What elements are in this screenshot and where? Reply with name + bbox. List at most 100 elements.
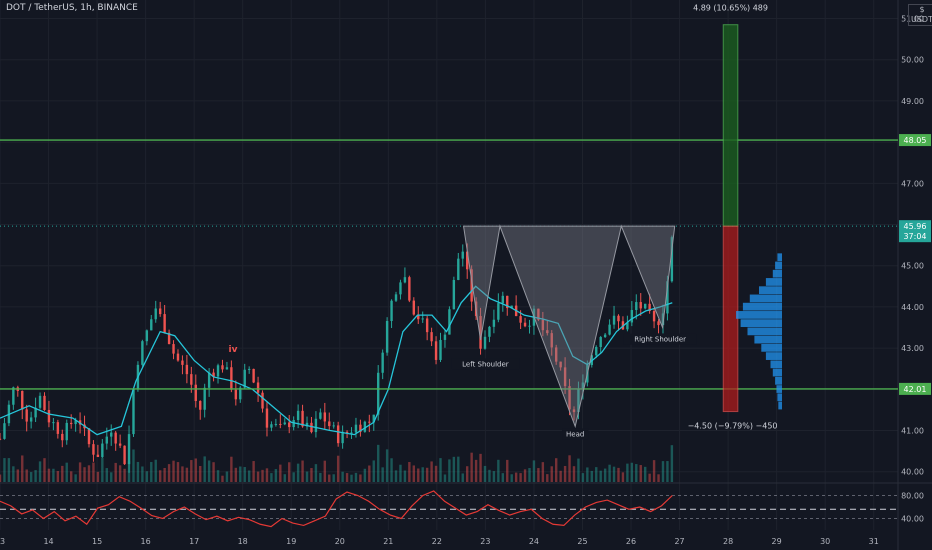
volume-profile-row [772,368,782,377]
x-tick-label: 21 [383,537,393,546]
volume-bar [123,468,126,482]
candle-body [74,420,77,425]
volume-bar [65,462,68,482]
volume-bar [368,465,371,482]
volume-bar [190,460,193,482]
candle-body [621,321,625,330]
candle-body [448,309,451,335]
volume-bar [590,470,593,482]
volume-bar [47,468,51,482]
volume-bar [635,464,638,482]
candle-body [21,390,24,410]
candle-body [626,322,629,330]
volume-profile-row [772,269,782,278]
volume-profile-row [740,319,782,328]
x-tick-label: 16 [141,537,151,546]
volume-bar [501,473,504,482]
volume-bar [630,462,634,482]
candle-body [434,341,438,360]
volume-bar [12,466,15,482]
volume-bar [639,465,642,482]
volume-bar [492,471,496,482]
volume-bar [296,463,300,482]
volume-bar [279,464,282,482]
x-tick-label: 19 [286,537,296,546]
candle-body [56,422,60,434]
candle-body [390,300,393,321]
volume-bar [581,473,585,482]
volume-bar [310,468,313,482]
volume-bar [176,462,180,482]
candle-body [279,423,282,425]
candle-body [167,332,171,345]
volume-bar [185,467,189,482]
currency-badge[interactable]: $ USDT [908,4,932,26]
candle-body [225,367,229,370]
volume-bar [78,462,82,482]
candle-body [363,421,367,432]
volume-bars [0,444,674,482]
candle-body [457,258,460,280]
candle-body [256,382,260,393]
x-tick-label: 20 [335,537,345,546]
volume-bar [301,460,304,482]
candle-body [528,325,531,327]
candle-body [501,295,504,304]
volume-bar [230,456,233,482]
pattern-shape [462,224,676,429]
volume-bar [563,465,567,482]
candles [0,235,674,473]
y-tick-label: 47.00 [901,179,924,188]
level-price-tag [899,134,931,147]
candle-body [341,431,344,444]
volume-bar [595,467,598,482]
x-tick-label: 18 [238,537,248,546]
volume-bar [608,464,611,482]
candle-body [345,431,349,434]
last-price-label: 45.96 [904,222,927,231]
volume-bar [167,464,171,482]
x-tick-label: 30 [820,537,830,546]
candle-body [572,409,576,413]
volume-bar [74,474,77,482]
volume-bar [21,455,24,482]
volume-bar [43,458,46,482]
candle-body [394,294,398,301]
volume-bar [350,474,353,482]
candle-body [212,372,215,377]
volume-bar [457,456,460,482]
candle-body [550,333,553,348]
candle-body [559,361,562,368]
volume-profile-row [775,261,782,270]
target-zone [722,24,739,227]
volume-bar [52,468,55,482]
candle-body [252,368,255,383]
level-price-label: 42.01 [904,385,927,394]
volume-profile-row [765,352,782,360]
candle-body [595,347,598,356]
volume-bar [621,472,625,482]
candle-body [150,319,153,331]
volume-bar [483,465,487,482]
candle-body [568,386,571,410]
candle-body [541,319,545,331]
volume-bar [408,462,411,482]
candle-body [425,318,429,333]
volume-profile-row [759,286,782,295]
candle-body [34,407,37,418]
volume-bar [194,458,197,482]
rsi-level-label: 40.00 [901,515,924,524]
volume-profile-row [742,302,782,311]
candle-body [292,420,295,428]
x-tick-label: 31 [869,537,879,546]
volume-bar [0,474,2,482]
x-tick-label: 26 [626,537,636,546]
candle-body [301,410,304,427]
candle-body [283,422,286,425]
volume-bar [319,472,322,482]
volume-bar [417,468,420,482]
volume-bar [101,457,104,482]
volume-profile-row [777,253,782,262]
candle-body [377,372,380,415]
